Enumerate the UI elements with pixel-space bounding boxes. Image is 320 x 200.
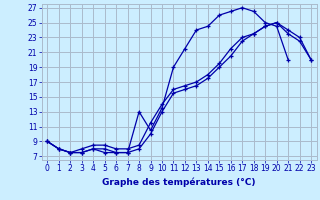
X-axis label: Graphe des températures (°C): Graphe des températures (°C) <box>102 177 256 187</box>
